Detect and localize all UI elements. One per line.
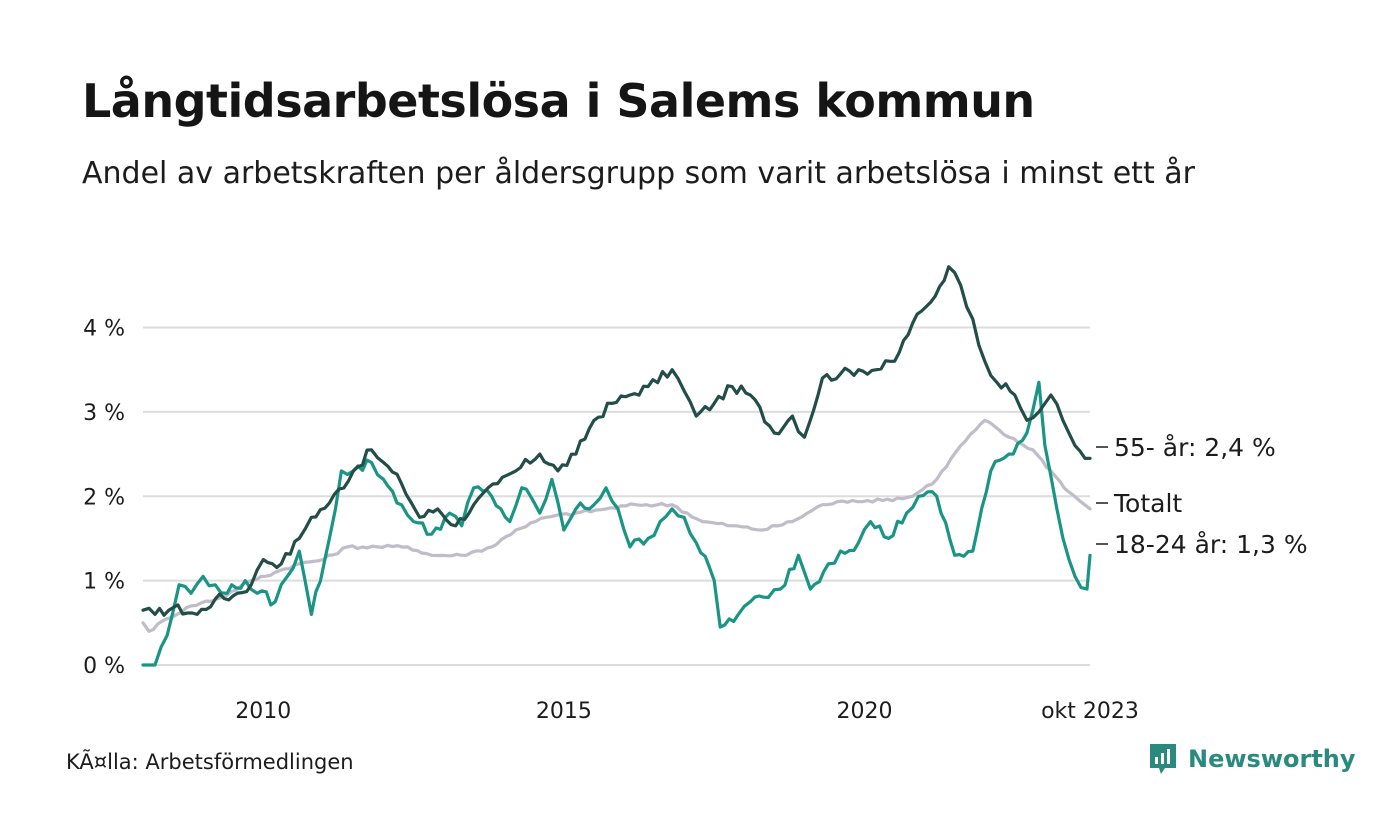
x-tick-label: 2020 [837, 699, 893, 724]
x-tick-label: 2010 [235, 699, 291, 724]
y-tick-label: 0 % [83, 654, 125, 679]
end-label-55: 55- år: 2,4 % [1114, 433, 1276, 462]
series-lines [141, 265, 1092, 667]
chart-title: Långtidsarbetslösa i Salems kommun [82, 74, 1035, 128]
source-note: KÃ¤lla: Arbetsförmedlingen [66, 750, 354, 774]
brand-logo[interactable]: Newsworthy [1148, 742, 1356, 776]
y-axis-ticks: 0 % 1 % 2 % 3 % 4 % [83, 317, 125, 680]
end-label-18-24: 18-24 år: 1,3 % [1114, 530, 1308, 559]
x-axis-ticks: 2010 2015 2020 okt 2023 [235, 699, 1139, 724]
x-tick-label: 2015 [536, 699, 592, 724]
y-tick-label: 4 % [83, 317, 125, 342]
y-tick-label: 3 % [83, 401, 125, 426]
series-line-55 [141, 265, 1092, 617]
newsworthy-logo-icon [1150, 744, 1176, 774]
y-tick-label: 1 % [83, 570, 125, 595]
grid-lines [143, 326, 1090, 666]
series-end-labels: 55- år: 2,4 % Totalt 18-24 år: 1,3 % [1096, 433, 1308, 559]
series-line-18-24 [141, 380, 1092, 667]
y-tick-label: 2 % [83, 485, 125, 510]
x-tick-label: okt 2023 [1041, 699, 1139, 724]
line-chart: 0 % 1 % 2 % 3 % 4 % 2010 2015 2020 okt 2023 55-… [83, 265, 1308, 724]
end-label-total: Totalt [1113, 489, 1182, 518]
brand-name: Newsworthy [1188, 745, 1356, 773]
chart-subtitle: Andel av arbetskraften per åldersgrupp s… [82, 156, 1195, 191]
